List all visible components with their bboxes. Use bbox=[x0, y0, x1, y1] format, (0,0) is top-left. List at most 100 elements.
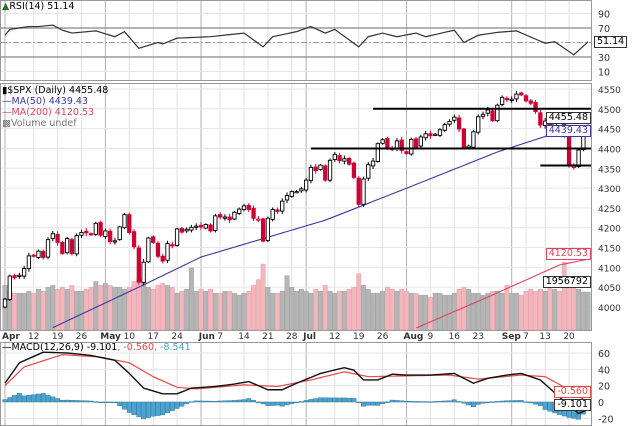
candle-body bbox=[208, 224, 213, 232]
volume-bar bbox=[552, 289, 558, 331]
macd-histogram-bar bbox=[227, 400, 233, 403]
volume-bar bbox=[279, 291, 285, 331]
volume-bar bbox=[31, 292, 37, 331]
volume-bar bbox=[145, 287, 151, 331]
macd-histogram-bar bbox=[21, 395, 27, 403]
candle-body bbox=[275, 209, 280, 212]
macd-histogram-bar bbox=[131, 401, 137, 415]
candlestick bbox=[509, 96, 514, 103]
candlestick bbox=[151, 235, 156, 244]
candlestick bbox=[370, 157, 376, 170]
volume-bar bbox=[471, 292, 476, 331]
macd-histogram-bar bbox=[480, 401, 486, 404]
x-tick-label: 9 bbox=[428, 332, 434, 342]
candlestick bbox=[160, 253, 165, 264]
candlestick bbox=[174, 227, 180, 247]
x-tick-label: 14 bbox=[238, 332, 250, 342]
macd-value-label: -9.101 bbox=[554, 399, 591, 411]
candlestick bbox=[323, 164, 328, 182]
candle-body bbox=[313, 166, 318, 172]
macd-histogram-bar bbox=[537, 401, 543, 406]
volume-bar bbox=[332, 292, 338, 331]
macd-histogram-bar bbox=[518, 400, 524, 403]
candlestick bbox=[184, 227, 189, 233]
x-tick-label: 19 bbox=[52, 332, 64, 342]
candle-body bbox=[213, 215, 218, 231]
candle-body bbox=[131, 231, 137, 248]
volume-bar bbox=[160, 283, 166, 331]
x-tick-label: 7 bbox=[523, 332, 529, 342]
volume-value-label: 1956792 bbox=[542, 276, 591, 288]
volume-bar bbox=[428, 296, 433, 331]
macd-histogram-bar bbox=[160, 401, 166, 416]
rsi-y-tick-label: 90 bbox=[598, 10, 610, 21]
legend-ma50: —MA(50) 4439.43 bbox=[2, 96, 108, 107]
candle-body bbox=[356, 177, 361, 205]
volume-bar bbox=[356, 273, 362, 331]
candlestick bbox=[170, 241, 175, 249]
candle-body bbox=[399, 139, 404, 151]
candlestick bbox=[79, 229, 84, 239]
macd-histogram-bar bbox=[303, 400, 309, 403]
volume-bar bbox=[270, 292, 276, 331]
volume-bar bbox=[518, 294, 524, 331]
macd-histogram-bar bbox=[361, 401, 366, 407]
candlestick bbox=[380, 138, 385, 145]
volume-bar bbox=[122, 289, 127, 331]
candlestick bbox=[131, 229, 137, 250]
candle-body bbox=[299, 188, 304, 192]
candle-body bbox=[179, 228, 185, 233]
volume-bar bbox=[64, 289, 70, 331]
volume-bar bbox=[102, 283, 108, 331]
macd-y-tick-label: 40 bbox=[598, 365, 610, 376]
macd-histogram-bar bbox=[16, 393, 22, 403]
volume-bar bbox=[547, 287, 553, 331]
volume-bar bbox=[380, 291, 386, 331]
macd-histogram-bar bbox=[141, 401, 147, 420]
macd-histogram-bar bbox=[55, 398, 60, 403]
macd-histogram-bar bbox=[193, 400, 199, 403]
volume-bar bbox=[74, 291, 80, 331]
rsi-line bbox=[4, 24, 589, 56]
rsi-y-tick-label: 10 bbox=[598, 68, 610, 79]
x-tick-label: Sep bbox=[502, 332, 522, 342]
candlestick bbox=[313, 163, 318, 174]
macd-histogram-bar bbox=[394, 400, 400, 403]
candlestick bbox=[127, 212, 132, 235]
volume-bar bbox=[423, 294, 429, 331]
x-tick-label: Aug bbox=[404, 332, 424, 342]
volume-bar bbox=[136, 277, 142, 331]
macd-value: -9.101 bbox=[86, 342, 118, 353]
macd-histogram-bar bbox=[203, 400, 209, 403]
candlestick bbox=[21, 265, 27, 279]
candle-body bbox=[452, 116, 457, 121]
volume-bar bbox=[461, 287, 467, 331]
volume-bar bbox=[26, 291, 32, 331]
rsi-y-tick-label: 70 bbox=[598, 24, 610, 35]
volume-bar bbox=[59, 287, 65, 331]
candlestick bbox=[528, 98, 533, 106]
volume-bar bbox=[561, 261, 567, 331]
candlestick bbox=[471, 129, 476, 150]
candle-body bbox=[55, 234, 60, 243]
candlestick bbox=[538, 109, 543, 128]
candlestick bbox=[533, 100, 538, 114]
volume-bar bbox=[93, 281, 99, 331]
ma50-label: MA(50) 4439.43 bbox=[11, 96, 89, 107]
candlestick bbox=[303, 177, 309, 193]
candlestick bbox=[45, 237, 51, 260]
candlestick bbox=[361, 176, 366, 207]
candle-body bbox=[289, 191, 294, 197]
volume-bar bbox=[523, 291, 529, 331]
x-tick-label: 23 bbox=[472, 332, 483, 342]
candlestick bbox=[452, 114, 457, 124]
candle-body bbox=[308, 167, 314, 181]
candle-body bbox=[495, 104, 500, 122]
macd-histogram-bar bbox=[50, 396, 56, 403]
macd-histogram-bar bbox=[184, 401, 190, 405]
candlestick bbox=[265, 216, 271, 242]
volume-bar bbox=[222, 291, 228, 331]
macd-histogram-bar bbox=[289, 401, 295, 404]
macd-histogram-bar bbox=[265, 401, 271, 406]
macd-histogram-bar bbox=[232, 400, 237, 403]
